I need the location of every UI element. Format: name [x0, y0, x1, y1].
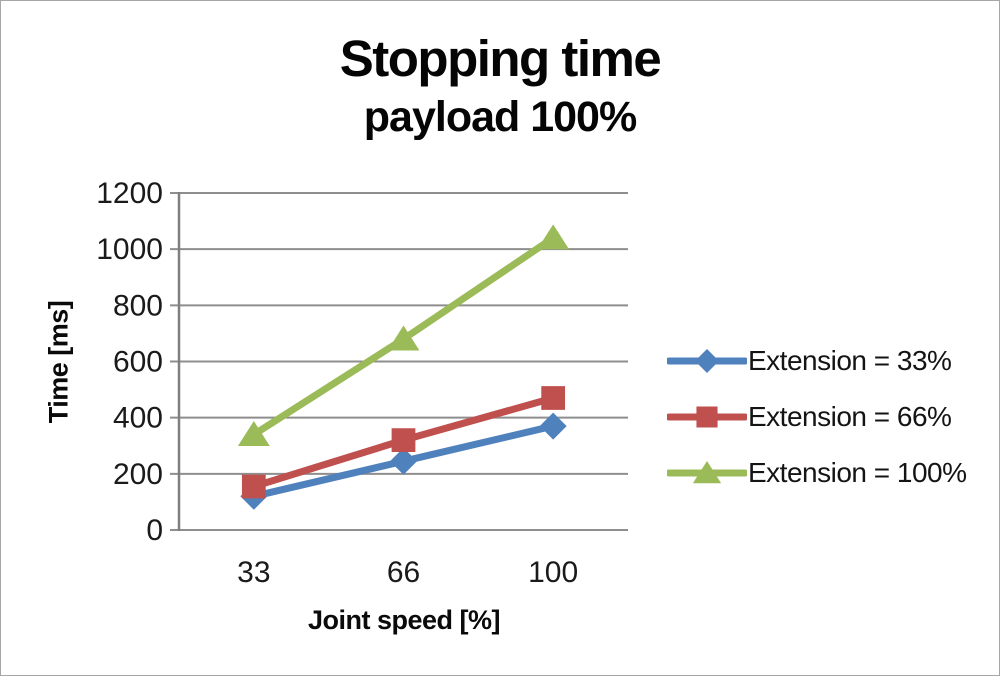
y-tick-label: 1000 [96, 233, 163, 266]
x-tick-label: 66 [387, 556, 420, 589]
legend-item-label: Extension = 100% [748, 457, 967, 488]
legend-item-label: Extension = 66% [748, 401, 952, 432]
legend: Extension = 33% Extension = 66% Extensio… [667, 345, 967, 488]
data-point-marker [537, 224, 570, 250]
x-tick-label: 33 [237, 556, 270, 589]
chart-title: Stopping time [339, 30, 662, 87]
data-point-marker [387, 325, 420, 351]
data-point-marker [390, 447, 417, 475]
y-tick-label: 800 [113, 289, 163, 322]
legend-item: Extension = 66% [667, 401, 967, 432]
legend-square-marker-icon [667, 406, 747, 428]
data-point-marker [241, 474, 266, 499]
legend-item: Extension = 33% [667, 345, 967, 376]
y-axis-title: Time [ms] [43, 300, 74, 424]
data-point-marker [539, 412, 567, 440]
y-tick-label: 400 [113, 402, 163, 435]
y-tick-label: 600 [113, 346, 163, 379]
data-point-marker [237, 421, 270, 446]
data-point-marker [541, 386, 566, 410]
legend-item: Extension = 100% [667, 457, 967, 488]
x-tick-label: 100 [528, 556, 578, 589]
legend-item-label: Extension = 33% [748, 345, 952, 376]
y-tick-label: 200 [113, 458, 163, 491]
chart-subtitle: payload 100% [363, 93, 637, 141]
legend-diamond-marker-icon [667, 349, 747, 373]
y-tick-label: 0 [146, 514, 163, 547]
data-point-marker [391, 428, 416, 453]
legend-triangle-marker-icon [667, 461, 747, 484]
x-axis-title: Joint speed [%] [307, 605, 501, 635]
y-tick-label: 1200 [96, 177, 163, 210]
